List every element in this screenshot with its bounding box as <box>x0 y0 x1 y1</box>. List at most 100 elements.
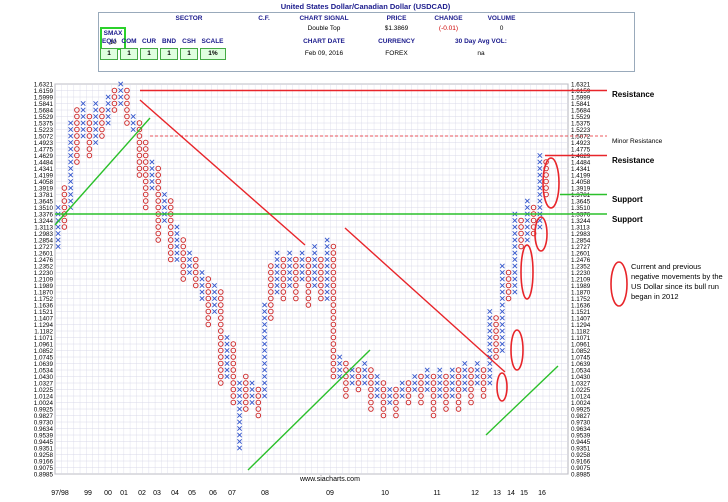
o-mark <box>505 276 512 282</box>
y-tick-label-left: 0.9445 <box>34 439 54 446</box>
o-mark <box>180 237 186 243</box>
o-mark <box>455 399 462 406</box>
x-mark <box>499 315 505 321</box>
o-mark <box>393 386 399 393</box>
o-mark <box>155 178 161 185</box>
o-mark <box>111 87 118 94</box>
x-tick-label: 13 <box>493 490 501 497</box>
o-mark <box>330 282 337 289</box>
x-mark <box>224 373 230 380</box>
o-mark <box>74 113 80 120</box>
y-tick-label-left: 1.3244 <box>34 218 54 225</box>
o-mark <box>468 393 474 399</box>
y-tick-label-left: 1.2352 <box>34 263 54 270</box>
o-mark <box>493 334 499 341</box>
o-mark <box>230 341 237 347</box>
o-mark <box>493 347 499 354</box>
y-tick-label-left: 0.9075 <box>34 465 54 472</box>
x-mark <box>499 263 505 269</box>
x-mark <box>424 380 430 386</box>
x-mark <box>299 256 305 263</box>
o-mark <box>405 393 412 399</box>
x-mark <box>105 120 111 126</box>
o-mark <box>218 380 224 386</box>
y-tick-label-right: 1.2854 <box>571 237 591 244</box>
y-tick-label-right: 1.0327 <box>571 380 591 387</box>
y-tick-label-left: 1.0745 <box>34 354 54 361</box>
x-tick-label: 10 <box>381 490 389 497</box>
smax-label: SMAX <box>103 30 123 37</box>
o-mark <box>155 217 161 224</box>
o-mark <box>343 393 349 399</box>
x-mark <box>499 321 505 328</box>
y-tick-label-left: 0.9730 <box>34 419 54 426</box>
x-mark <box>212 295 218 302</box>
o-mark <box>136 126 143 133</box>
y-tick-label-left: 0.9351 <box>34 445 54 452</box>
x-mark <box>512 276 518 282</box>
o-mark <box>493 321 499 328</box>
x-mark <box>487 347 493 354</box>
y-tick-label-right: 1.1636 <box>571 302 591 309</box>
chart-date-label: CHART DATE <box>303 38 345 45</box>
o-mark <box>293 276 299 282</box>
x-mark <box>212 282 218 289</box>
currency-value: FOREX <box>385 50 408 57</box>
y-tick-label-right: 1.5999 <box>571 94 591 101</box>
o-mark <box>218 328 224 334</box>
x-mark <box>499 269 505 276</box>
x-tick-label: 11 <box>433 490 440 497</box>
o-mark <box>493 328 499 334</box>
o-mark <box>124 87 130 94</box>
x-mark <box>287 263 293 269</box>
o-mark <box>124 100 130 107</box>
y-tick-label-left: 1.1182 <box>34 328 53 335</box>
o-mark <box>430 406 437 412</box>
o-mark <box>330 347 337 354</box>
y-tick-label-left: 1.4629 <box>34 153 54 160</box>
o-mark <box>255 393 262 399</box>
x-mark <box>537 165 543 172</box>
o-mark <box>86 120 93 126</box>
y-tick-label-left: 1.5684 <box>34 107 54 114</box>
o-mark <box>293 282 299 289</box>
x-mark <box>462 380 468 386</box>
y-tick-label-right: 1.0852 <box>571 348 591 355</box>
y-tick-label-right: 1.6321 <box>571 81 591 88</box>
o-mark <box>268 276 274 282</box>
y-tick-label-left: 1.1294 <box>34 322 54 329</box>
y-tick-label-right: 1.0961 <box>571 341 591 348</box>
x-mark <box>68 139 74 146</box>
x-mark <box>362 373 368 380</box>
chart-date-value: Feb 09, 2016 <box>304 50 344 57</box>
o-mark <box>136 152 143 159</box>
x-mark <box>337 360 343 367</box>
o-mark <box>142 198 149 204</box>
x-mark <box>487 308 493 315</box>
o-mark <box>124 113 130 120</box>
o-mark <box>205 276 212 282</box>
x-mark <box>186 256 193 263</box>
o-mark <box>218 360 224 367</box>
x-mark <box>274 282 280 289</box>
y-tick-label-left: 1.1071 <box>34 335 54 342</box>
o-mark <box>74 152 80 159</box>
o-mark <box>167 224 174 230</box>
downtrend-line-1 <box>139 99 306 246</box>
x-mark <box>237 412 243 419</box>
o-mark <box>155 224 161 230</box>
x-mark <box>512 243 518 250</box>
y-tick-label-right: 1.5529 <box>571 114 591 121</box>
x-mark <box>537 204 543 211</box>
highlight-ellipse <box>510 329 524 371</box>
x-mark <box>449 380 455 386</box>
x-mark <box>80 100 86 107</box>
o-mark <box>218 341 224 347</box>
y-tick-label-right: 1.3645 <box>571 198 591 205</box>
o-mark <box>505 295 512 302</box>
o-mark <box>305 269 312 276</box>
o-mark <box>355 367 362 373</box>
x-mark <box>287 282 293 289</box>
y-tick-label-right: 0.9075 <box>571 465 591 472</box>
